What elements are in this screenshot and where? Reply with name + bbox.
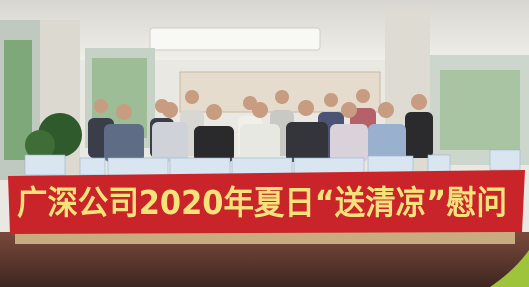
page: {"banner": {"text": "广深公司2020年夏日“送清凉”慰问"… bbox=[0, 0, 529, 287]
banner-text: 广深公司2020年夏日“送清凉”慰问 bbox=[17, 183, 507, 222]
banner: 广深公司2020年夏日“送清凉”慰问 bbox=[8, 170, 525, 234]
photo: 广深公司2020年夏日“送清凉”慰问 bbox=[0, 0, 529, 287]
